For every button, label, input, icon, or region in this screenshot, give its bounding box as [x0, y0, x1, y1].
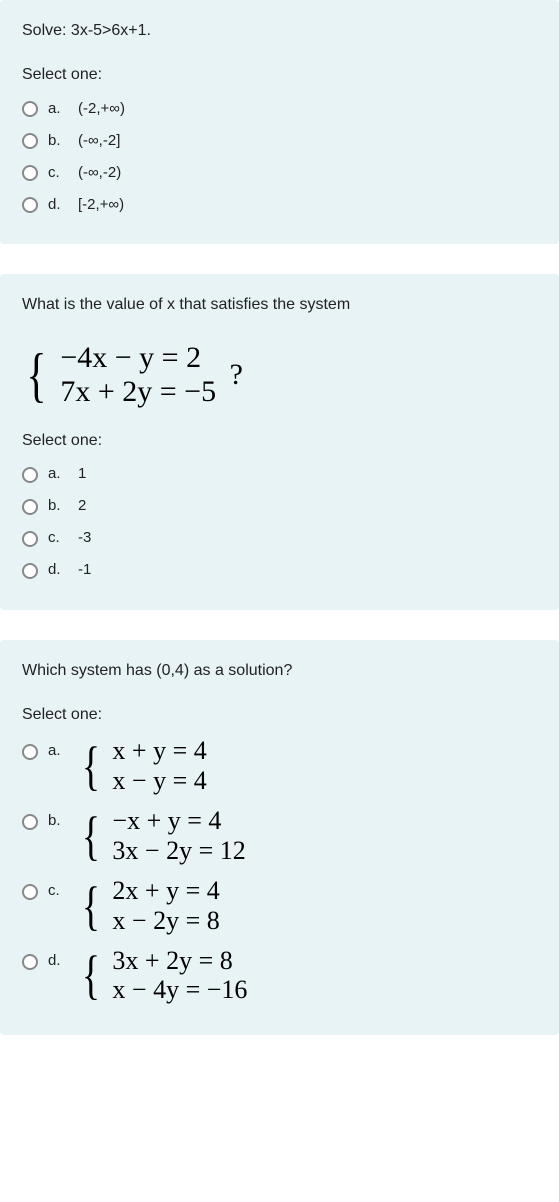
- choice-letter: a.: [48, 742, 68, 759]
- choice-system: { −x + y = 4 3x − 2y = 12: [78, 806, 246, 866]
- question-card: Which system has (0,4) as a solution? Se…: [0, 640, 559, 1036]
- choice-text: -1: [78, 561, 91, 578]
- choice-item[interactable]: b. (-∞,-2]: [22, 126, 537, 154]
- brace-icon: {: [82, 739, 100, 793]
- choice-item[interactable]: d. { 3x + 2y = 8 x − 4y = −16: [22, 944, 537, 1008]
- question-system: { −4x − y = 2 7x + 2y = −5 ?: [22, 341, 537, 410]
- question-card: Solve: 3x-5>6x+1. Select one: a. (-2,+∞)…: [0, 0, 559, 244]
- choice-text: 2: [78, 497, 86, 514]
- choice-letter: b.: [48, 132, 68, 149]
- choice-item[interactable]: a. 1: [22, 460, 537, 488]
- choice-item[interactable]: a. { x + y = 4 x − y = 4: [22, 734, 537, 798]
- choice-letter: c.: [48, 882, 68, 899]
- choice-item[interactable]: d. -1: [22, 556, 537, 584]
- choice-system: { x + y = 4 x − y = 4: [78, 736, 207, 796]
- equation-line: x + y = 4: [112, 736, 206, 766]
- choice-letter: b.: [48, 497, 68, 514]
- question-card: What is the value of x that satisfies th…: [0, 274, 559, 609]
- question-suffix: ?: [230, 358, 243, 393]
- choice-letter: a.: [48, 100, 68, 117]
- choice-text: -3: [78, 529, 91, 546]
- choice-item[interactable]: c. { 2x + y = 4 x − 2y = 8: [22, 874, 537, 938]
- choice-item[interactable]: c. -3: [22, 524, 537, 552]
- radio-icon[interactable]: [22, 133, 38, 149]
- radio-icon[interactable]: [22, 744, 38, 760]
- question-prompt: What is the value of x that satisfies th…: [22, 294, 537, 316]
- choice-text: 1: [78, 465, 86, 482]
- choice-letter: c.: [48, 529, 68, 546]
- equation-line: 3x − 2y = 12: [112, 836, 245, 866]
- choice-system: { 2x + y = 4 x − 2y = 8: [78, 876, 220, 936]
- choice-item[interactable]: c. (-∞,-2): [22, 158, 537, 186]
- choice-item[interactable]: b. { −x + y = 4 3x − 2y = 12: [22, 804, 537, 868]
- question-prompt: Solve: 3x-5>6x+1.: [22, 20, 537, 42]
- radio-icon[interactable]: [22, 165, 38, 181]
- radio-icon[interactable]: [22, 954, 38, 970]
- choice-text: (-2,+∞): [78, 100, 125, 117]
- radio-icon[interactable]: [22, 884, 38, 900]
- choice-letter: d.: [48, 952, 68, 969]
- choice-text: (-∞,-2]: [78, 132, 120, 149]
- question-prompt: Which system has (0,4) as a solution?: [22, 660, 537, 682]
- choice-letter: a.: [48, 465, 68, 482]
- radio-icon[interactable]: [22, 467, 38, 483]
- brace-icon: {: [26, 345, 46, 405]
- choice-letter: d.: [48, 561, 68, 578]
- choice-list: a. 1 b. 2 c. -3 d. -1: [22, 460, 537, 584]
- choice-list: a. { x + y = 4 x − y = 4 b. { −x + y = 4: [22, 734, 537, 1007]
- brace-icon: {: [82, 948, 100, 1002]
- equation-line: 2x + y = 4: [112, 876, 219, 906]
- choice-text: [-2,+∞): [78, 196, 124, 213]
- equation-line: −x + y = 4: [112, 806, 245, 836]
- brace-icon: {: [82, 879, 100, 933]
- equation-line: 7x + 2y = −5: [60, 375, 216, 410]
- equation-line: −4x − y = 2: [60, 341, 216, 376]
- select-one-label: Select one:: [22, 706, 537, 724]
- choice-text: (-∞,-2): [78, 164, 121, 181]
- choice-list: a. (-2,+∞) b. (-∞,-2] c. (-∞,-2) d. [-2,…: [22, 94, 537, 218]
- choice-letter: d.: [48, 196, 68, 213]
- select-one-label: Select one:: [22, 432, 537, 450]
- choice-letter: c.: [48, 164, 68, 181]
- radio-icon[interactable]: [22, 197, 38, 213]
- radio-icon[interactable]: [22, 563, 38, 579]
- choice-item[interactable]: a. (-2,+∞): [22, 94, 537, 122]
- radio-icon[interactable]: [22, 101, 38, 117]
- select-one-label: Select one:: [22, 66, 537, 84]
- radio-icon[interactable]: [22, 531, 38, 547]
- choice-item[interactable]: b. 2: [22, 492, 537, 520]
- brace-icon: {: [82, 809, 100, 863]
- equation-line: x − 2y = 8: [112, 906, 219, 936]
- radio-icon[interactable]: [22, 814, 38, 830]
- choice-item[interactable]: d. [-2,+∞): [22, 190, 537, 218]
- choice-letter: b.: [48, 812, 68, 829]
- equation-line: x − 4y = −16: [112, 975, 247, 1005]
- equation-line: 3x + 2y = 8: [112, 946, 247, 976]
- equation-line: x − y = 4: [112, 766, 206, 796]
- radio-icon[interactable]: [22, 499, 38, 515]
- choice-system: { 3x + 2y = 8 x − 4y = −16: [78, 946, 247, 1006]
